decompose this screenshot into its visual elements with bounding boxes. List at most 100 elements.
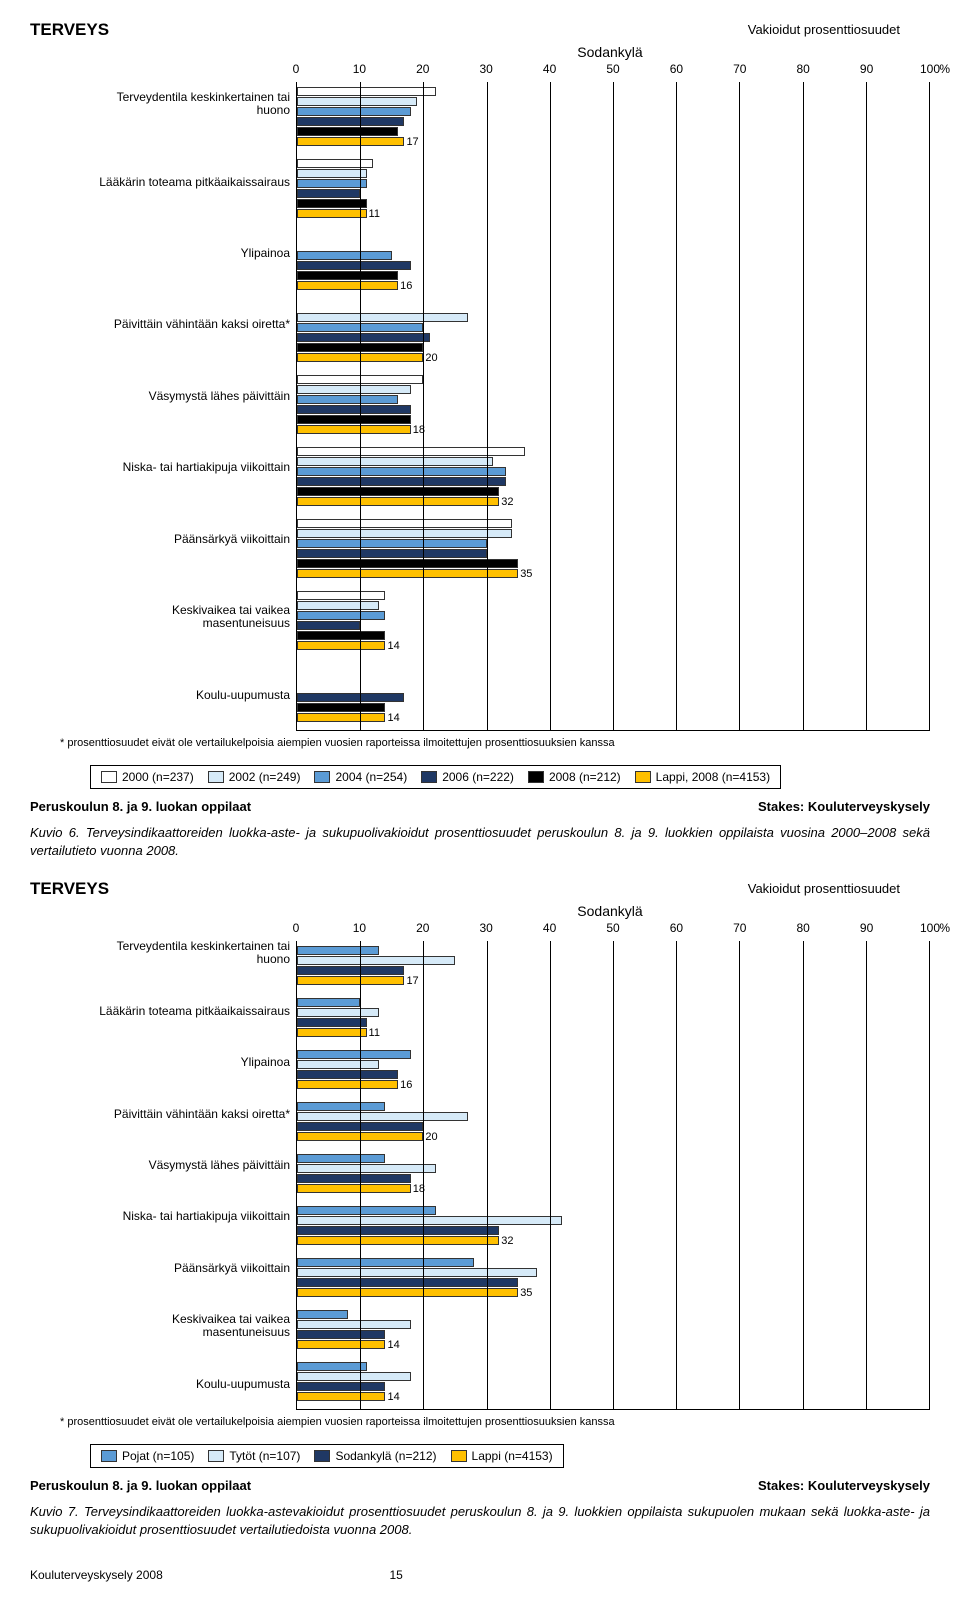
bottom-right-label: Stakes: Kouluterveyskysely <box>758 799 930 814</box>
x-axis-tick: 30 <box>480 921 493 935</box>
chart-header: TERVEYS Vakioidut prosenttiosuudet <box>30 879 930 899</box>
bar <box>297 559 518 568</box>
bar <box>297 497 499 506</box>
bar <box>297 209 367 218</box>
legend-swatch <box>528 771 544 783</box>
grid-line <box>866 941 867 1409</box>
legend-label: Sodankylä (n=212) <box>335 1449 436 1463</box>
grid-line <box>613 941 614 1409</box>
legend-item: Tytöt (n=107) <box>208 1449 300 1463</box>
chart-title-left: TERVEYS <box>30 20 109 39</box>
bar-value-label: 17 <box>406 975 418 987</box>
bar-value-label: 32 <box>501 1235 513 1247</box>
bar-value-label: 16 <box>400 280 412 292</box>
bar <box>297 1392 385 1401</box>
bar <box>297 519 512 528</box>
legend-swatch <box>451 1450 467 1462</box>
bottom-left-label: Peruskoulun 8. ja 9. luokan oppilaat <box>30 1478 251 1493</box>
legend-item: Lappi (n=4153) <box>451 1449 553 1463</box>
bar <box>297 137 404 146</box>
plot-area: 171116201832351414 <box>296 941 930 1410</box>
bar-value-label: 14 <box>387 640 399 652</box>
legend-item: 2004 (n=254) <box>314 770 407 784</box>
percent-sign: % <box>939 921 950 935</box>
bar <box>297 1070 398 1079</box>
x-axis-tick: 60 <box>670 921 683 935</box>
y-axis-label: Ylipainoa <box>30 1052 290 1073</box>
chart-legend: 2000 (n=237)2002 (n=249)2004 (n=254)2006… <box>90 765 781 789</box>
bar <box>297 1320 411 1329</box>
bar <box>297 1268 537 1277</box>
x-axis-tick: 80 <box>797 62 810 76</box>
bar <box>297 998 360 1007</box>
x-axis-tick: 10 <box>353 62 366 76</box>
x-axis-tick: 90 <box>860 62 873 76</box>
chart-footnote: * prosenttiosuudet eivät ole vertailukel… <box>60 737 930 749</box>
bar <box>297 1310 348 1319</box>
bar <box>297 467 506 476</box>
legend-swatch <box>101 1450 117 1462</box>
bar <box>297 1060 379 1069</box>
y-axis-label: Väsymystä lähes päivittäin <box>30 1155 290 1176</box>
bar <box>297 261 411 270</box>
bar <box>297 1018 367 1027</box>
bar <box>297 447 525 456</box>
y-axis-label: Väsymystä lähes päivittäin <box>30 386 290 407</box>
bar-value-label: 17 <box>406 136 418 148</box>
y-axis-label: Päivittäin vähintään kaksi oiretta* <box>30 314 290 335</box>
y-axis-label: Päänsärkyä viikoittain <box>30 1258 290 1279</box>
bar <box>297 1050 411 1059</box>
y-axis-label: Terveydentila keskinkertainen taihuono <box>30 936 290 970</box>
y-axis-label: Niska- tai hartiakipuja viikoittain <box>30 1206 290 1227</box>
bar <box>297 1112 468 1121</box>
legend-swatch <box>421 771 437 783</box>
y-axis-label: Päänsärkyä viikoittain <box>30 529 290 550</box>
bar <box>297 199 367 208</box>
bar <box>297 1372 411 1381</box>
plot-area: 171116201832351414 <box>296 82 930 731</box>
bar <box>297 693 404 702</box>
grid-line <box>676 82 677 730</box>
y-axis-label: Terveydentila keskinkertainen taihuono <box>30 87 290 121</box>
legend-label: 2000 (n=237) <box>122 770 194 784</box>
bar <box>297 281 398 290</box>
bar <box>297 1362 367 1371</box>
bar <box>297 487 499 496</box>
chart-1: TERVEYS Vakioidut prosenttiosuudet Sodan… <box>30 20 930 814</box>
bar-value-label: 35 <box>520 568 532 580</box>
x-axis-tick: 50 <box>606 921 619 935</box>
grid-line <box>423 82 424 730</box>
bar <box>297 966 404 975</box>
bar <box>297 179 367 188</box>
x-axis-tick: 100 <box>920 921 940 935</box>
bar-value-label: 20 <box>425 1131 437 1143</box>
x-axis-tick: 100 <box>920 62 940 76</box>
footer-page: 15 <box>389 1568 402 1582</box>
grid-line <box>739 941 740 1409</box>
y-axis-label: Koulu-uupumusta <box>30 1374 290 1395</box>
chart-title-left: TERVEYS <box>30 879 109 898</box>
legend-swatch <box>635 771 651 783</box>
x-axis-tick: 40 <box>543 62 556 76</box>
x-axis-tick: 70 <box>733 62 746 76</box>
x-axis-tick: 70 <box>733 921 746 935</box>
bar <box>297 631 385 640</box>
bar <box>297 1278 518 1287</box>
x-axis-tick: 0 <box>293 62 300 76</box>
bar <box>297 425 411 434</box>
footer-left: Kouluterveyskysely 2008 <box>30 1568 163 1582</box>
chart-2: TERVEYS Vakioidut prosenttiosuudet Sodan… <box>30 879 930 1493</box>
grid-line <box>360 941 361 1409</box>
x-axis-tick: 0 <box>293 921 300 935</box>
grid-line <box>676 941 677 1409</box>
bar <box>297 1102 385 1111</box>
y-axis-label: Ylipainoa <box>30 243 290 264</box>
legend-label: Pojat (n=105) <box>122 1449 194 1463</box>
x-axis-tick: 90 <box>860 921 873 935</box>
legend-item: 2008 (n=212) <box>528 770 621 784</box>
bar <box>297 107 411 116</box>
grid-line <box>550 82 551 730</box>
chart-subtitle: Sodankylä <box>30 903 930 919</box>
bar-value-label: 20 <box>425 352 437 364</box>
bar <box>297 1382 385 1391</box>
